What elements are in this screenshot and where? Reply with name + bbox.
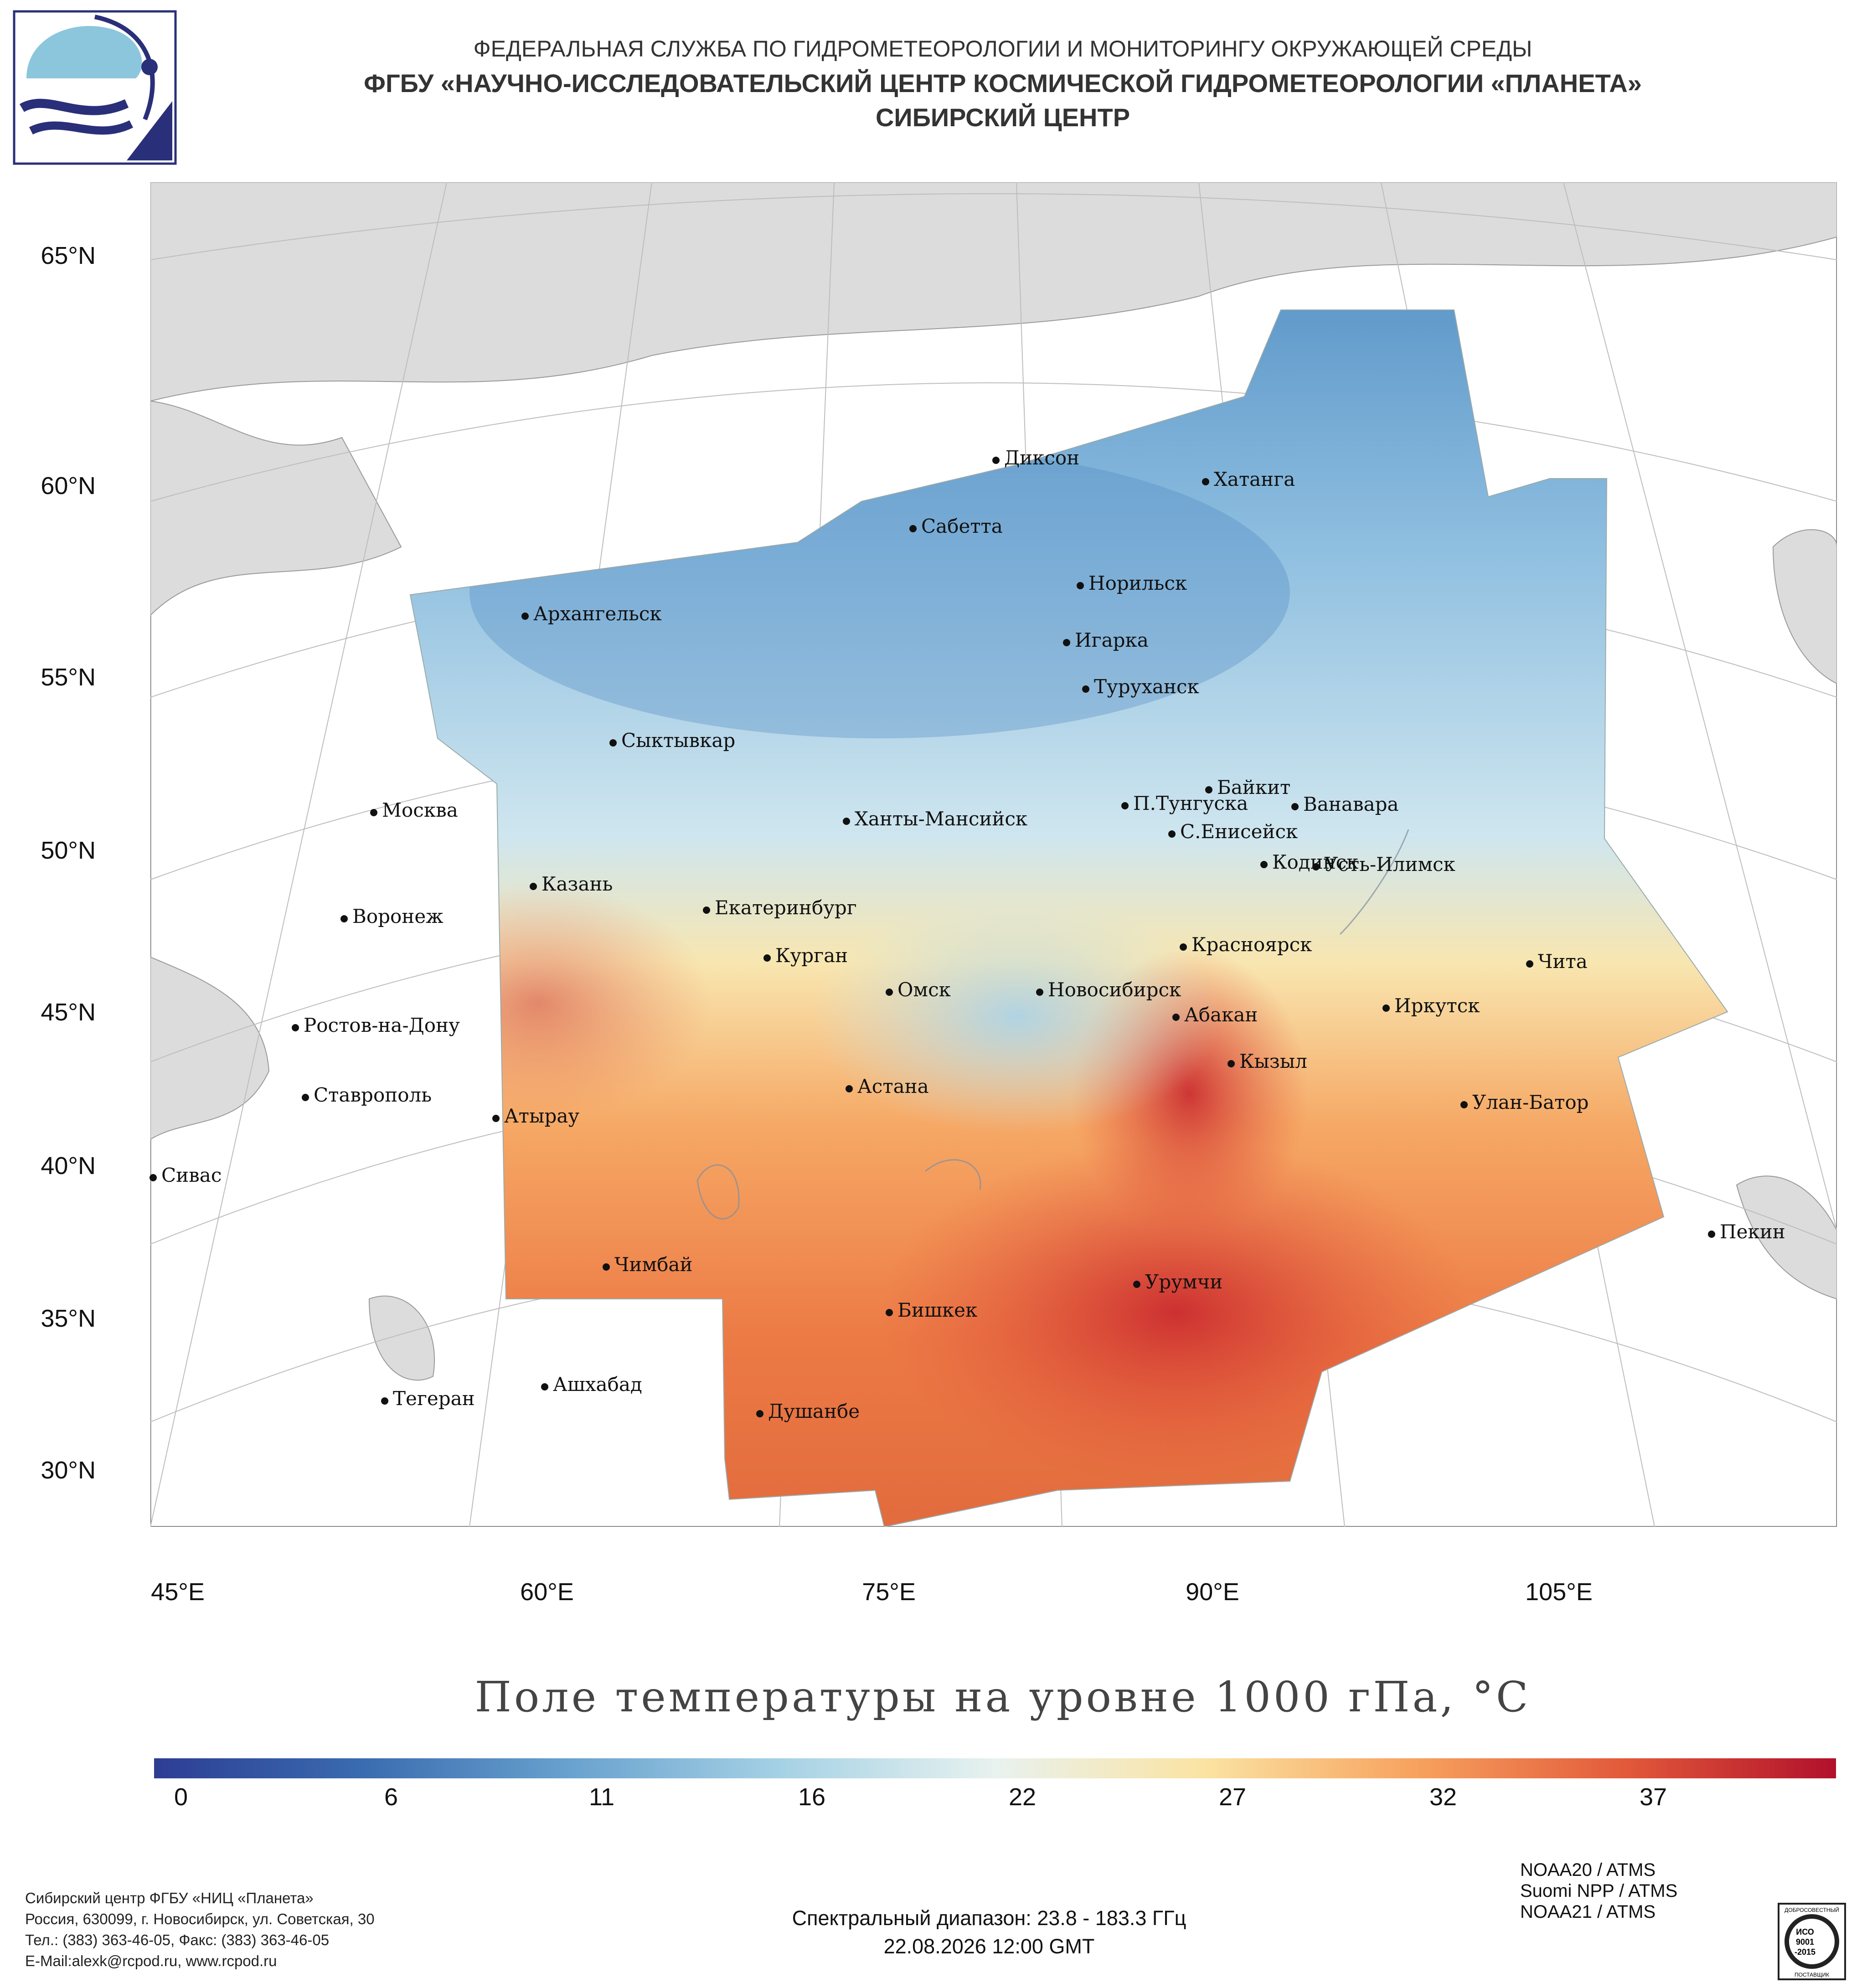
lat-label-55: 55°N [41,664,96,691]
iso-top-text: ДОБРОСОВЕСТНЫЙ [1784,1906,1839,1913]
svg-text:9001: 9001 [1796,1937,1814,1947]
colorbar [154,1758,1836,1778]
lon-label-60: 60°E [520,1578,574,1606]
planeta-logo [13,10,177,165]
header-agency: ФЕДЕРАЛЬНАЯ СЛУЖБА ПО ГИДРОМЕТЕОРОЛОГИИ … [473,36,1532,62]
header-center: СИБИРСКИЙ ЦЕНТР [875,103,1130,132]
lon-label-105: 105°E [1525,1578,1593,1606]
sensor-item: NOAA21 / ATMS [1520,1902,1656,1922]
colorbar-label-6: 6 [384,1783,398,1811]
iso-bottom-text: ПОСТАВЩИК [1795,1972,1829,1978]
footer-address: Россия, 630099, г. Новосибирск, ул. Сове… [25,1911,375,1927]
footer-contacts: Сибирский центр ФГБУ «НИЦ «Планета» Росс… [25,1888,375,1972]
lat-label-40: 40°N [41,1152,96,1179]
lat-label-65: 65°N [41,242,96,269]
colorbar-label-0: 0 [174,1783,188,1811]
lat-label-50: 50°N [41,837,96,864]
spectral-info: Спектральный диапазон: 23.8 - 183.3 ГГц … [684,1904,1295,1961]
lat-label-45: 45°N [41,999,96,1026]
lon-label-90: 90°E [1186,1578,1239,1606]
footer-org: Сибирский центр ФГБУ «НИЦ «Планета» [25,1890,314,1906]
colorbar-label-37: 37 [1639,1783,1667,1811]
lat-label-30: 30°N [41,1457,96,1484]
sensor-item: Suomi NPP / ATMS [1520,1881,1678,1901]
svg-text:-2015: -2015 [1795,1947,1815,1957]
colorbar-label-27: 27 [1218,1783,1247,1811]
colorbar-label-22: 22 [1008,1783,1037,1811]
footer-phone: Тел.: (383) 363-46-05, Факс: (383) 363-4… [25,1931,330,1948]
chart-title: Поле температуры на уровне 1000 гПа, °С [474,1673,1531,1721]
svg-text:ИСО: ИСО [1796,1927,1814,1936]
colorbar-label-11: 11 [588,1783,615,1811]
header-institute: ФГБУ «НАУЧНО-ИССЛЕДОВАТЕЛЬСКИЙ ЦЕНТР КОС… [364,69,1642,98]
lon-label-45: 45°E [151,1578,205,1606]
sensor-item: NOAA20 / ATMS [1520,1860,1656,1880]
colorbar-label-32: 32 [1429,1783,1457,1811]
temperature-map [150,182,1837,1527]
footer-email: E-Mail:alexk@rcpod.ru, www.rcpod.ru [25,1952,277,1969]
lat-label-35: 35°N [41,1305,96,1332]
datetime: 22.08.2026 12:00 GMT [883,1935,1095,1958]
lon-label-75: 75°E [862,1578,916,1606]
colorbar-label-16: 16 [798,1783,826,1811]
spectral-range: Спектральный диапазон: 23.8 - 183.3 ГГц [792,1906,1186,1930]
sensor-list: NOAA20 / ATMS Suomi NPP / ATMS NOAA21 / … [1520,1859,1677,1922]
iso-certification-badge: ДОБРОСОВЕСТНЫЙ ИСО 9001 -2015 ПОСТАВЩИК [1778,1903,1846,1980]
lat-label-60: 60°N [41,472,96,500]
